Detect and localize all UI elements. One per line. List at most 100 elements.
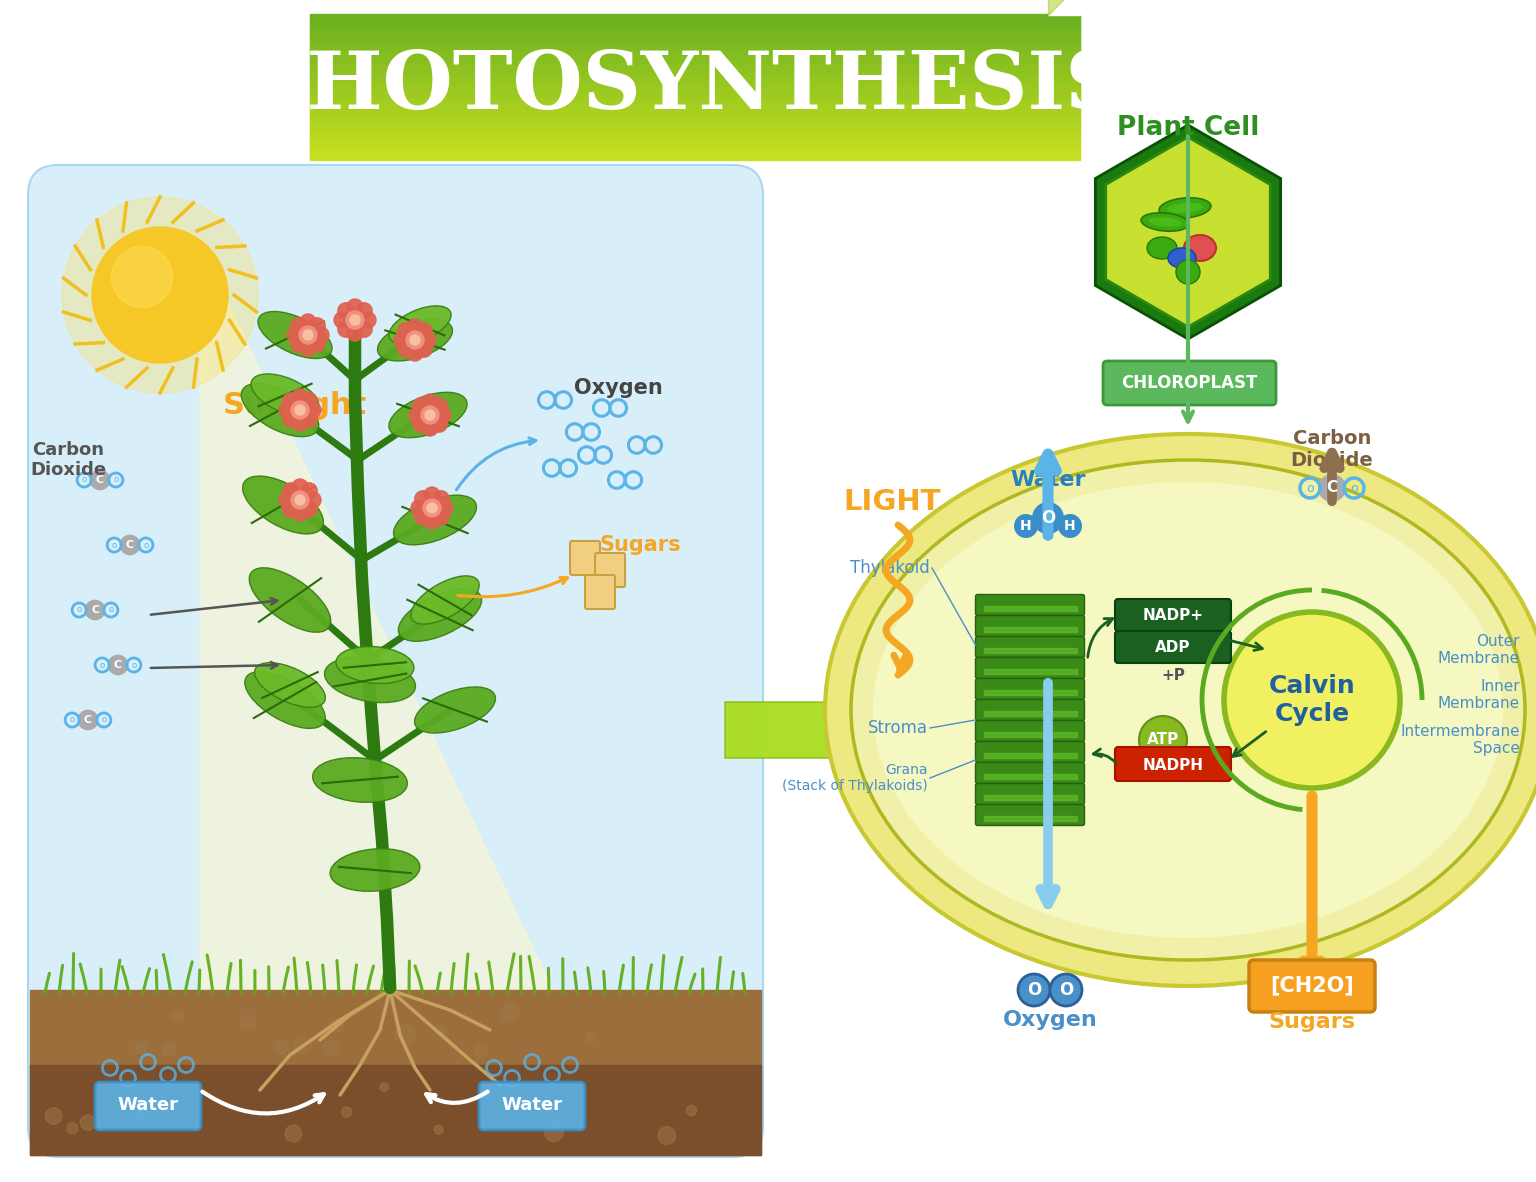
Text: Outer
Membrane: Outer Membrane	[1438, 634, 1521, 667]
Circle shape	[290, 491, 309, 509]
Ellipse shape	[1167, 203, 1203, 213]
Text: Water: Water	[1011, 470, 1086, 491]
Circle shape	[398, 323, 413, 339]
Circle shape	[356, 303, 372, 319]
Text: H: H	[1020, 519, 1032, 533]
Circle shape	[412, 500, 427, 517]
Circle shape	[356, 322, 372, 337]
Bar	[310, 135, 1080, 138]
Circle shape	[163, 1043, 177, 1057]
Text: [CH2O]: [CH2O]	[1270, 975, 1353, 995]
Circle shape	[433, 509, 449, 525]
Ellipse shape	[241, 383, 318, 436]
Circle shape	[413, 398, 429, 414]
Text: o: o	[143, 540, 149, 550]
Circle shape	[283, 411, 300, 427]
Bar	[310, 65, 1080, 69]
Bar	[983, 626, 1077, 631]
Bar	[310, 74, 1080, 78]
Circle shape	[295, 495, 306, 505]
Circle shape	[347, 299, 362, 314]
FancyBboxPatch shape	[975, 636, 1084, 657]
Text: Oxygen: Oxygen	[1003, 1009, 1097, 1030]
Bar	[310, 21, 1080, 25]
Bar	[310, 103, 1080, 106]
Bar	[983, 648, 1077, 652]
FancyBboxPatch shape	[975, 700, 1084, 721]
Circle shape	[306, 492, 321, 508]
Circle shape	[92, 227, 227, 363]
FancyBboxPatch shape	[975, 595, 1084, 616]
Text: O: O	[1041, 509, 1055, 527]
Bar	[310, 28, 1080, 32]
Circle shape	[300, 326, 316, 344]
Text: o: o	[108, 605, 114, 615]
Text: o: o	[1350, 481, 1358, 494]
Text: Intermembrane
Space: Intermembrane Space	[1401, 723, 1521, 756]
Text: NADP+: NADP+	[1143, 609, 1204, 623]
Circle shape	[240, 1014, 257, 1031]
Circle shape	[280, 402, 295, 418]
Text: O: O	[1028, 981, 1041, 999]
Circle shape	[347, 325, 362, 340]
Circle shape	[283, 482, 300, 499]
FancyBboxPatch shape	[975, 805, 1084, 825]
Text: C: C	[1327, 481, 1338, 495]
Text: Sugars: Sugars	[599, 535, 680, 556]
Bar	[310, 123, 1080, 126]
Circle shape	[292, 389, 309, 405]
Circle shape	[1058, 514, 1081, 538]
Bar	[310, 79, 1080, 83]
Polygon shape	[200, 275, 601, 1090]
Text: Sugars: Sugars	[1269, 1012, 1355, 1032]
Bar	[310, 40, 1080, 44]
Text: o: o	[81, 475, 88, 485]
Circle shape	[398, 342, 413, 357]
Circle shape	[432, 398, 447, 414]
Circle shape	[407, 345, 422, 361]
Circle shape	[473, 1044, 488, 1058]
Circle shape	[346, 311, 364, 329]
Bar	[310, 33, 1080, 37]
Circle shape	[422, 394, 438, 410]
Text: o: o	[101, 715, 106, 725]
FancyBboxPatch shape	[975, 616, 1084, 636]
Bar	[983, 816, 1077, 820]
Text: Plant Cell: Plant Cell	[1117, 115, 1260, 141]
Circle shape	[424, 513, 439, 530]
Bar	[310, 154, 1080, 157]
Text: LIGHT: LIGHT	[843, 488, 940, 517]
Bar	[983, 605, 1077, 610]
Circle shape	[300, 340, 316, 356]
Text: C: C	[95, 475, 104, 485]
Bar	[310, 125, 1080, 129]
Bar	[983, 753, 1077, 758]
Circle shape	[338, 303, 353, 319]
Ellipse shape	[244, 671, 326, 728]
Circle shape	[338, 322, 353, 337]
Polygon shape	[1106, 137, 1270, 327]
Bar	[983, 669, 1077, 674]
Circle shape	[379, 1083, 389, 1091]
Bar	[310, 98, 1080, 102]
Circle shape	[441, 1028, 450, 1037]
Ellipse shape	[258, 312, 332, 358]
Bar	[983, 710, 1077, 715]
Text: o: o	[131, 661, 137, 669]
FancyBboxPatch shape	[1115, 631, 1230, 663]
Text: Grana
(Stack of Thylakoids): Grana (Stack of Thylakoids)	[782, 762, 928, 793]
Circle shape	[396, 1025, 415, 1044]
Text: o: o	[100, 661, 104, 669]
Ellipse shape	[398, 589, 482, 642]
Bar	[310, 93, 1080, 97]
Text: PHOTOSYNTHESIS: PHOTOSYNTHESIS	[246, 48, 1124, 126]
Ellipse shape	[324, 657, 415, 702]
Text: o: o	[69, 715, 75, 725]
Circle shape	[1177, 260, 1200, 284]
Circle shape	[1018, 974, 1051, 1006]
Circle shape	[422, 499, 441, 517]
Bar	[310, 142, 1080, 145]
Text: o: o	[114, 475, 118, 485]
Text: Carbon
Dioxide: Carbon Dioxide	[1290, 429, 1373, 470]
Circle shape	[287, 327, 303, 343]
